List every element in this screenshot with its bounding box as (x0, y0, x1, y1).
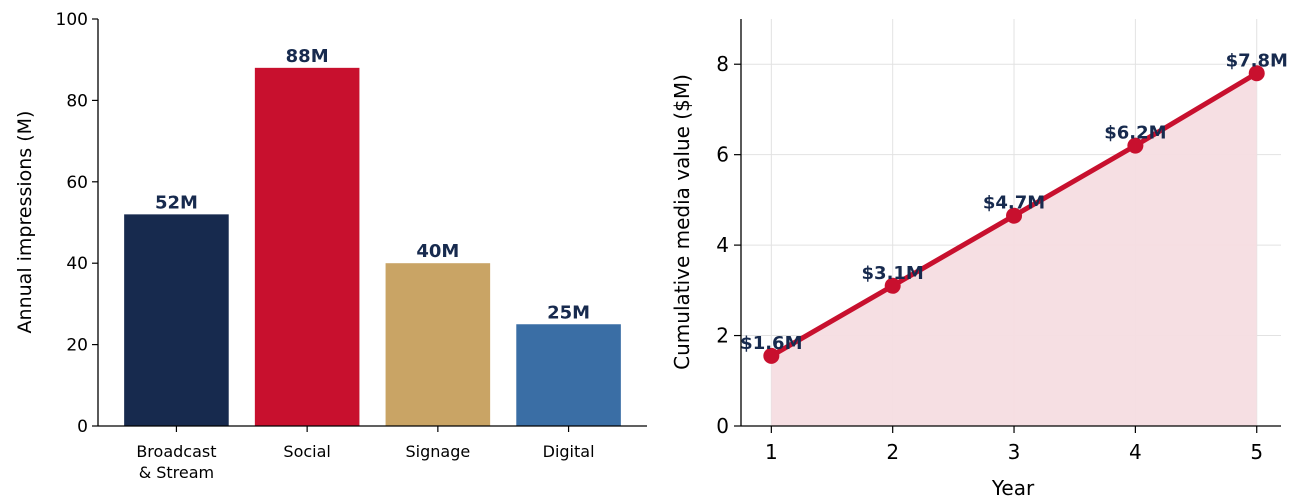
line-chart-y-tick-label: 8 (716, 52, 729, 76)
line-chart-x-axis-label: Year (991, 476, 1035, 500)
line-chart-x-ticks: 1 2 3 4 5 (765, 426, 1263, 464)
bar-chart-x-tick-label: Social (283, 442, 330, 461)
bar-chart-y-tick-label: 20 (66, 336, 88, 356)
bar-value-label: 88M (286, 46, 329, 67)
line-chart-y-tick-label: 6 (716, 143, 729, 167)
bar-chart-x-tick-label: Digital (543, 442, 595, 461)
bar-chart-bars (124, 67, 621, 426)
bar-chart-x-tick-label: Broadcast (136, 442, 216, 461)
line-chart-point (1127, 137, 1144, 154)
line-chart-x-tick-label: 4 (1129, 440, 1142, 464)
bar-chart-x-ticks: Broadcast & Stream Social Signage Digital (136, 426, 595, 482)
bar (124, 214, 229, 426)
bar-chart-y-tick-label: 0 (77, 417, 88, 437)
line-chart-area-fill (771, 73, 1257, 427)
line-chart-y-tick-label: 0 (716, 414, 729, 438)
bar-chart-x-tick-label: Signage (406, 442, 471, 461)
bar-value-label: 40M (416, 241, 459, 262)
media-value-line-chart: $1.6M $3.1M $4.7M $6.2M $7.8M 0 2 4 6 8 1 2 3 4 5 Ye… (670, 19, 1288, 500)
impressions-bar-chart: 52M 88M 40M 25M 0 20 40 60 80 100 Broadcast & Str… (14, 10, 647, 482)
line-chart-y-ticks: 0 2 4 6 8 (716, 52, 741, 438)
bar-chart-y-tick-label: 40 (66, 254, 88, 274)
bar (385, 263, 491, 426)
line-chart-point-labels: $1.6M $3.1M $4.7M $6.2M $7.8M (740, 50, 1288, 354)
line-chart-point (884, 277, 901, 294)
line-chart-y-tick-label: 4 (716, 233, 729, 257)
line-chart-point (1248, 65, 1265, 82)
line-chart-point (763, 347, 780, 364)
bar (254, 67, 360, 426)
line-chart-y-axis-label: Cumulative media value ($M) (670, 74, 694, 370)
bar (516, 324, 621, 426)
line-chart-point-label: $7.8M (1226, 50, 1288, 71)
line-chart-point-label: $4.7M (983, 193, 1045, 214)
line-chart-x-tick-label: 1 (765, 440, 778, 464)
bar-chart-y-axis-label: Annual impressions (M) (14, 111, 36, 334)
line-chart-points (763, 65, 1265, 364)
line-chart-point-label: $3.1M (862, 263, 924, 284)
line-chart-y-tick-label: 2 (716, 324, 729, 348)
line-chart-point (1006, 207, 1023, 224)
bar-chart-y-tick-label: 80 (66, 91, 88, 111)
bar-chart-y-tick-label: 100 (56, 10, 88, 30)
line-chart-x-tick-label: 2 (886, 440, 899, 464)
line-chart-point-label: $1.6M (740, 333, 802, 354)
bar-chart-x-tick-label: & Stream (139, 463, 214, 482)
bar-chart-y-tick-label: 60 (66, 173, 88, 193)
bar-value-label: 52M (155, 192, 198, 213)
line-chart-point-label: $6.2M (1104, 123, 1166, 144)
line-chart-x-tick-label: 5 (1250, 440, 1263, 464)
bar-chart-value-labels: 52M 88M 40M 25M (155, 46, 590, 323)
bar-chart-y-ticks: 0 20 40 60 80 100 (56, 10, 98, 437)
bar-value-label: 25M (547, 302, 590, 323)
line-chart-x-tick-label: 3 (1008, 440, 1021, 464)
